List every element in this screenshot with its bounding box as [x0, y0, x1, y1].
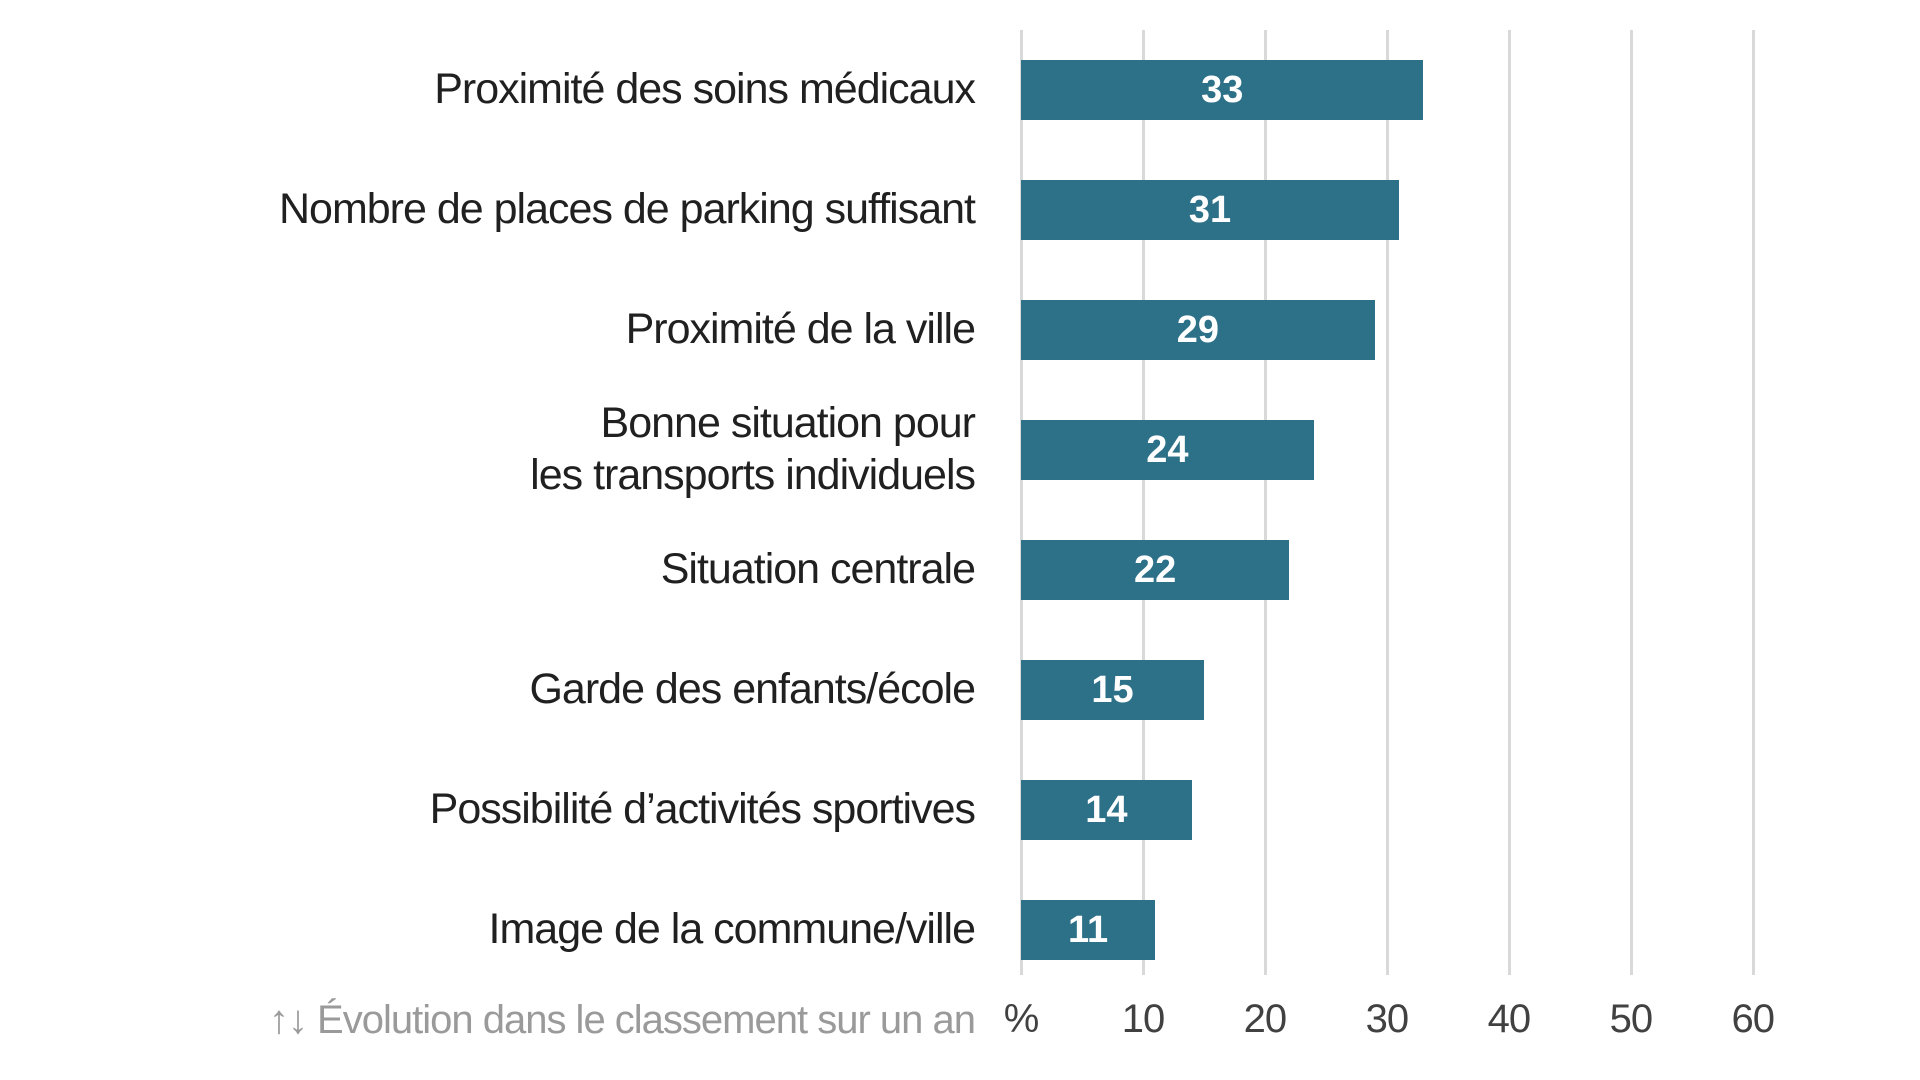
x-tick-label: % [1003, 997, 1040, 1041]
category-label: Proximité des soins médicaux [434, 65, 976, 114]
bar: 33 [1021, 60, 1424, 120]
chart-row: Possibilité d’activités sportives 14 [0, 750, 1920, 870]
category-label: Proximité de la ville [625, 305, 976, 354]
bar-value-label: 14 [1085, 788, 1128, 831]
x-tick-label: 20 [1243, 997, 1287, 1041]
x-tick-label: 40 [1487, 997, 1531, 1041]
category-label: Garde des enfants/école [529, 665, 976, 714]
bar-value-label: 31 [1188, 188, 1232, 231]
gridline [1141, 30, 1145, 975]
gridline [1263, 30, 1267, 975]
category-label: Nombre de places de parking suffisant [278, 185, 976, 234]
category-label: Image de la commune/ville [488, 905, 976, 954]
bar-value-label: 15 [1091, 668, 1134, 711]
bar-value-label: 29 [1176, 308, 1219, 351]
category-label: Possibilité d’activités sportives [429, 785, 976, 834]
x-tick-label: 10 [1121, 997, 1165, 1041]
bar-rows: Proximité des soins médicaux 33 Nombre d… [0, 30, 1920, 990]
bar-value-label: 33 [1201, 68, 1244, 111]
category-label: Bonne situation pour les transports indi… [530, 399, 976, 499]
x-axis: % 10 20 30 40 50 60 [1004, 997, 1775, 1047]
x-tick-label: 50 [1609, 997, 1653, 1041]
bar: 29 [1021, 300, 1375, 360]
gridline [1385, 30, 1389, 975]
x-tick-label: 60 [1731, 997, 1775, 1041]
gridline-group [1020, 30, 1765, 975]
gridline [1629, 30, 1633, 975]
gridline [1751, 30, 1755, 975]
chart-row: Garde des enfants/école 15 [0, 630, 1920, 750]
chart-row: Nombre de places de parking suffisant 31 [0, 150, 1920, 270]
chart-row: Situation centrale 22 [0, 510, 1920, 630]
bar: 14 [1021, 780, 1192, 840]
footnote: ↑↓ Évolution dans le classement sur un a… [268, 998, 976, 1042]
gridline [1507, 30, 1511, 975]
chart-row: Image de la commune/ville 11 [0, 870, 1920, 990]
bar: 31 [1021, 180, 1400, 240]
chart-row: Proximité des soins médicaux 33 [0, 30, 1920, 150]
bar-value-label: 22 [1134, 548, 1177, 591]
bar: 24 [1021, 420, 1314, 480]
gridline [1020, 30, 1023, 975]
bar: 15 [1021, 660, 1204, 720]
bar: 11 [1021, 900, 1156, 960]
bar-value-label: 24 [1146, 428, 1189, 471]
bar-value-label: 11 [1067, 908, 1109, 951]
bar: 22 [1021, 540, 1290, 600]
chart-row: Bonne situation pour les transports indi… [0, 390, 1920, 510]
chart-row: Proximité de la ville 29 [0, 270, 1920, 390]
category-label: Situation centrale [660, 545, 976, 594]
x-tick-label: 30 [1365, 997, 1409, 1041]
